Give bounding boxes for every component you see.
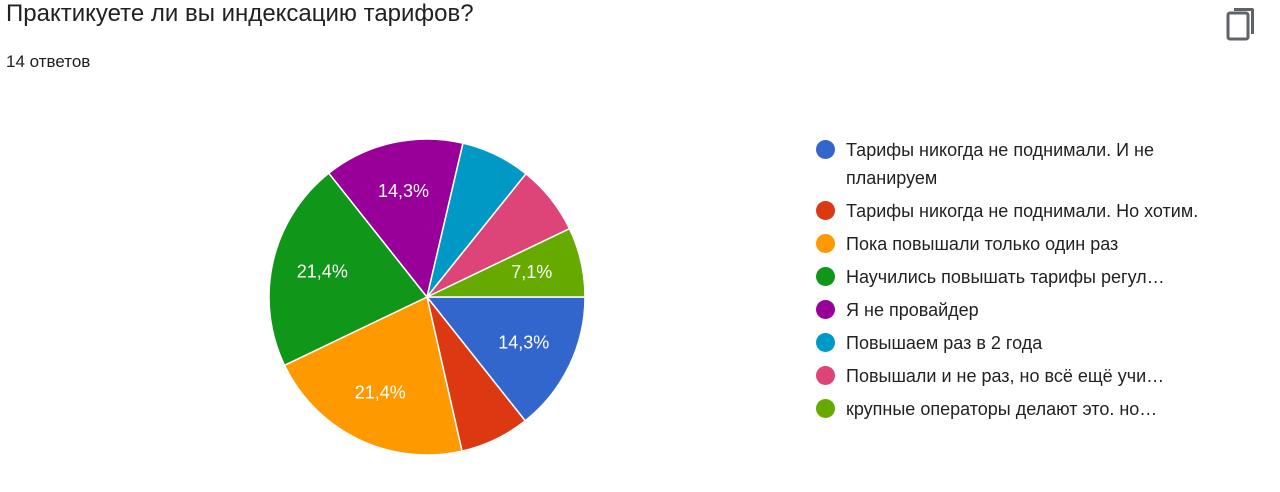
slice-label: 14,3% <box>498 332 549 352</box>
legend-swatch <box>816 234 835 253</box>
legend-item: Тарифы никогда не поднимали. Но хотим. <box>816 197 1226 225</box>
pie-slice <box>426 227 586 298</box>
legend-item: Повышаем раз в 2 года <box>816 329 1226 357</box>
slice-label: 7,1% <box>511 262 552 282</box>
legend-item: Повышали и не раз, но всё ещё учи… <box>816 362 1226 390</box>
legend-label: крупные операторы делают это. но… <box>846 399 1158 419</box>
legend-item: Научились повышать тарифы регул… <box>816 263 1226 291</box>
legend-label: Пока повышали только один раз <box>846 234 1119 254</box>
pie-slice <box>425 296 586 422</box>
legend-swatch <box>816 333 835 352</box>
copy-icon-front <box>1226 11 1250 41</box>
legend-swatch <box>816 366 835 385</box>
response-count: 14 ответов <box>6 52 91 71</box>
legend-item: Я не провайдер <box>816 296 1226 324</box>
legend-swatch <box>816 140 835 159</box>
legend-swatch <box>816 201 835 220</box>
pie-slice <box>268 172 429 367</box>
legend-label: Тарифы никогда не поднимали. И не планир… <box>846 140 1155 188</box>
question-title: Практикуете ли вы индексацию тарифов? <box>6 0 474 27</box>
legend-label: Тарифы никогда не поднимали. Но хотим. <box>846 201 1199 221</box>
legend-swatch <box>816 399 835 418</box>
pie-slice <box>283 295 463 456</box>
legend-label: Повышали и не раз, но всё ещё учи… <box>846 366 1165 386</box>
legend-item: Тарифы никогда не поднимали. И не планир… <box>816 136 1226 192</box>
pie-slice <box>327 138 464 299</box>
legend: Тарифы никогда не поднимали. И не планир… <box>816 136 1226 428</box>
legend-item: Пока повышали только один раз <box>816 230 1226 258</box>
copy-icon[interactable] <box>1224 0 1264 44</box>
slice-label: 14,3% <box>378 181 429 201</box>
legend-label: Повышаем раз в 2 года <box>846 333 1043 353</box>
legend-swatch <box>816 300 835 319</box>
legend-swatch <box>816 267 835 286</box>
copy-icon-back <box>1234 8 1254 34</box>
slice-label: 21,4% <box>297 262 348 282</box>
pie-chart: 14,3% 21,4% 21,4% 14,3% 7,1% <box>268 138 586 456</box>
legend-label: Научились повышать тарифы регул… <box>846 267 1165 287</box>
legend-item: крупные операторы делают это. но… <box>816 395 1226 423</box>
legend-label: Я не провайдер <box>846 300 979 320</box>
slice-label: 21,4% <box>355 382 406 402</box>
